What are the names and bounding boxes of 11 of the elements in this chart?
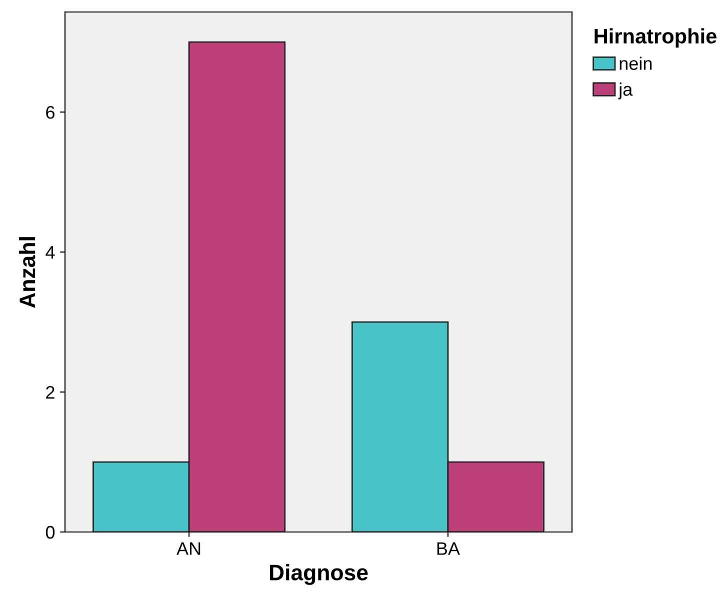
legend-label: nein [620,56,652,70]
x-tick-label: AN [176,542,200,555]
y-tick-label: 6 [46,106,54,119]
x-tick-label: BA [437,542,460,555]
x-axis-title: Diagnose [270,564,368,585]
y-tick-label: 0 [46,526,55,539]
y-tick-label: 4 [46,246,55,259]
y-axis-title: Anzahl [18,237,36,308]
legend-title: Hirnatrophie [594,28,716,48]
legend-label: ja [618,82,633,100]
y-tick-label: 2 [46,386,54,399]
